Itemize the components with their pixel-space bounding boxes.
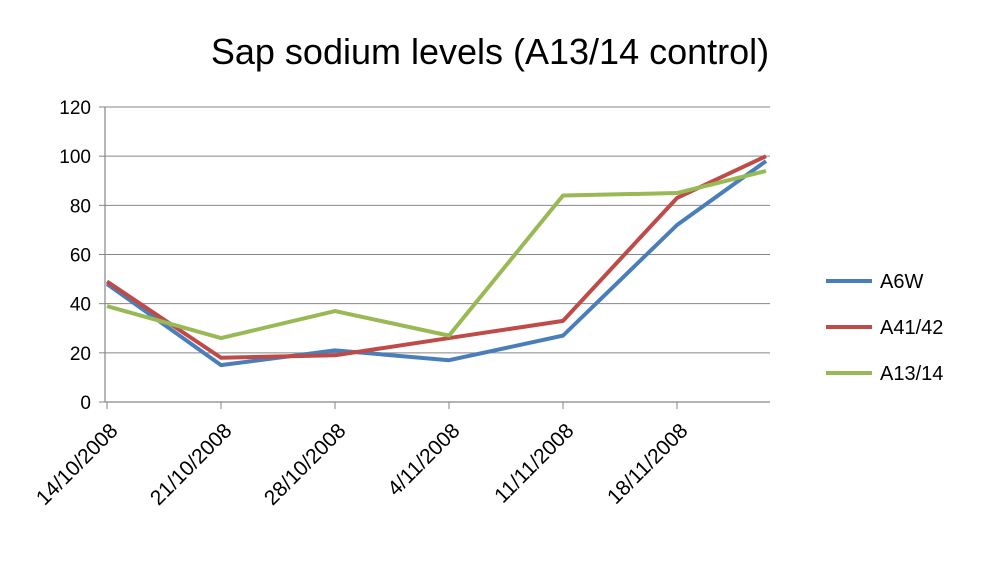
x-tick-label: 14/10/2008 — [32, 419, 123, 510]
y-tick-label: 20 — [70, 344, 91, 365]
x-tick-label: 21/10/2008 — [146, 419, 237, 510]
x-tick-label: 18/11/2008 — [603, 419, 692, 508]
y-tick-label: 60 — [70, 246, 91, 267]
legend-label: A6W — [880, 271, 923, 293]
x-tick-label: 28/10/2008 — [260, 419, 351, 510]
series-line-a6w — [105, 159, 768, 368]
chart-title: Sap sodium levels (A13/14 control) — [211, 31, 769, 72]
x-tick-label: 11/11/2008 — [490, 419, 578, 507]
y-tick-label: 100 — [59, 147, 91, 168]
y-tick-label: 120 — [59, 98, 91, 119]
series-line-a13-14 — [106, 168, 767, 341]
legend: A6W A41/42 A13/14 — [826, 271, 943, 385]
axes — [99, 106, 770, 409]
legend-label: A41/42 — [880, 317, 943, 339]
series-line-a41-42 — [105, 154, 767, 360]
y-axis-tick-labels: 0 20 40 60 80 100 120 — [59, 98, 91, 414]
x-tick-label: 4/11/2008 — [383, 419, 464, 500]
y-tick-label: 0 — [80, 393, 91, 414]
y-tick-label: 40 — [70, 295, 91, 316]
grid-lines — [105, 106, 770, 354]
legend-label: A13/14 — [880, 363, 943, 385]
x-axis-tick-labels: 14/10/2008 21/10/2008 28/10/2008 4/11/2008 1… — [32, 419, 693, 510]
y-tick-label: 80 — [70, 196, 91, 217]
series-lines — [105, 154, 768, 368]
